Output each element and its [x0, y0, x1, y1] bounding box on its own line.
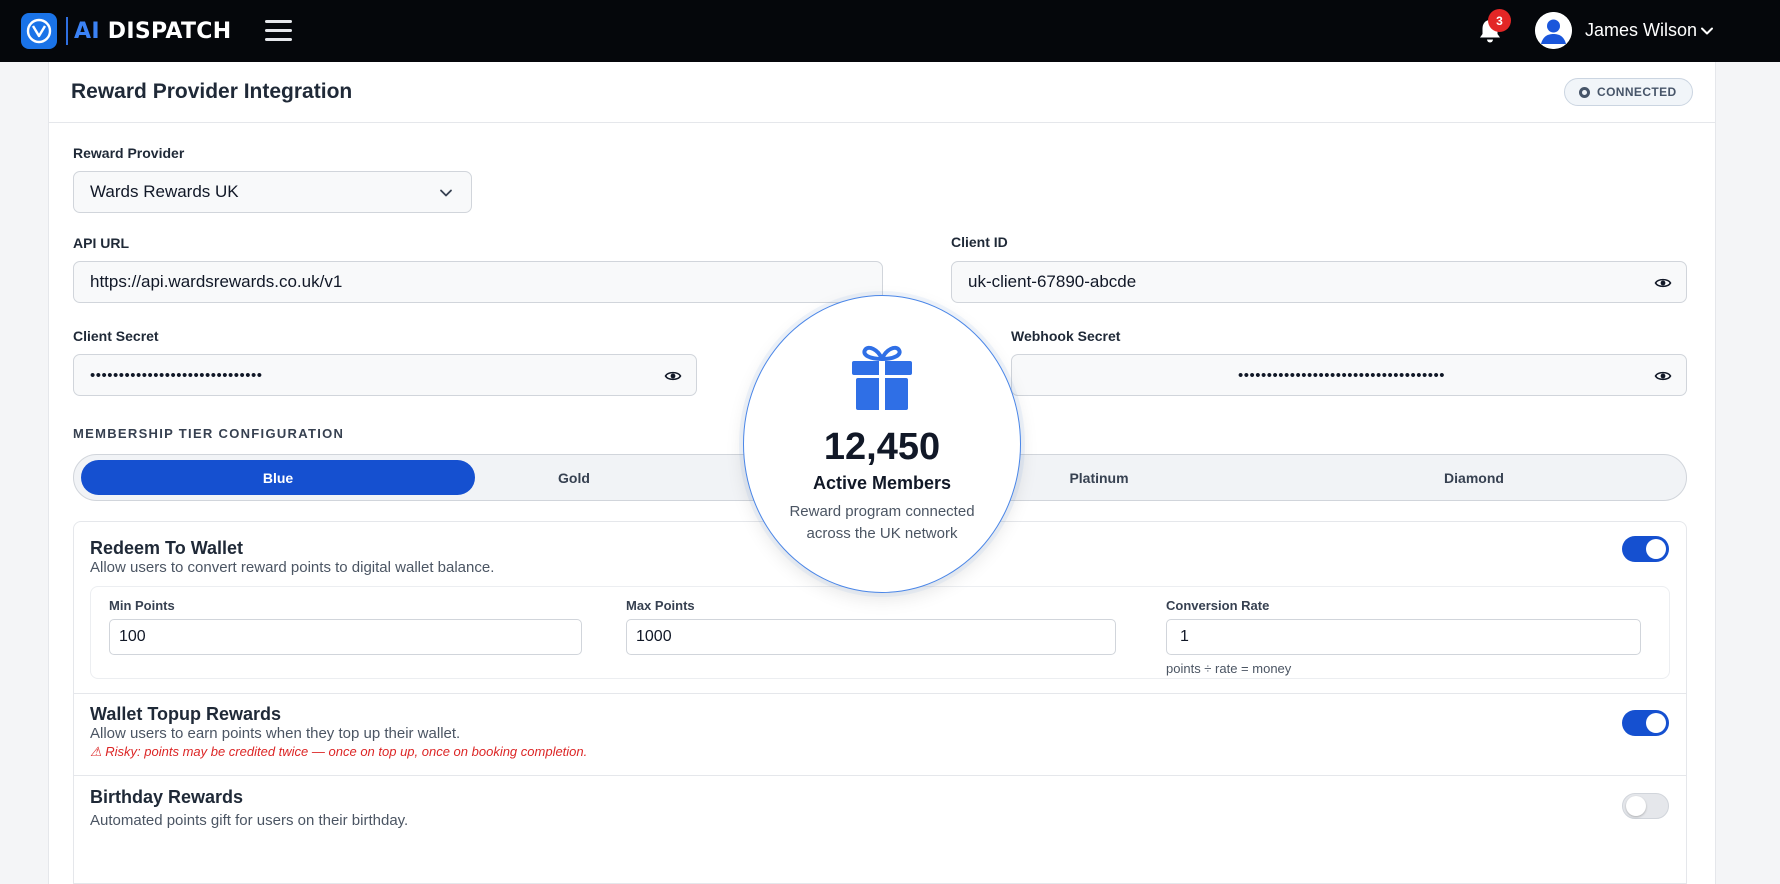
app-logo-icon[interactable] [21, 13, 57, 49]
connection-status-badge: CONNECTED [1564, 78, 1693, 106]
panel-header: Reward Provider Integration CONNECTED [49, 62, 1715, 123]
chevron-down-icon [440, 189, 452, 197]
membership-tier-section-label: MEMBERSHIP TIER CONFIGURATION [73, 426, 345, 441]
brand-ai: AI [74, 19, 100, 44]
active-members-subtitle-line-1: Reward program connected [789, 503, 975, 520]
brand-name[interactable]: AI DISPATCH [74, 19, 231, 44]
webhook-secret-label: Webhook Secret [1011, 328, 1121, 344]
client-id-value: uk-client-67890-abcde [968, 272, 1137, 291]
logo-divider [66, 17, 68, 45]
wallet-topup-warning: ⚠ Risky: points may be credited twice — … [90, 744, 588, 759]
active-members-overlay: 12,450 Active Members Reward program con… [743, 295, 1021, 593]
active-members-title: Active Members [812, 473, 952, 493]
brand-dispatch: DISPATCH [107, 19, 232, 44]
active-members-count: 12,450 [823, 426, 941, 468]
conversion-rate-help: points ÷ rate = money [1166, 661, 1292, 676]
user-avatar[interactable] [1535, 12, 1572, 49]
reward-provider-label: Reward Provider [73, 145, 185, 161]
min-points-label: Min Points [109, 598, 175, 613]
user-name[interactable]: James Wilson [1585, 20, 1698, 40]
user-menu-chevron-down-icon[interactable] [1700, 24, 1714, 38]
redeem-settings-subpanel: Min Points 100 Max Points 1000 Conversio… [90, 586, 1670, 679]
redeem-to-wallet-toggle[interactable] [1622, 536, 1669, 562]
reward-provider-select[interactable]: Wards Rewards UK [73, 171, 472, 213]
notification-count-badge: 3 [1488, 9, 1511, 32]
show-client-secret-eye-icon[interactable] [664, 367, 682, 385]
client-secret-value: •••••••••••••••••••••••••••••• [90, 366, 263, 384]
client-id-label: Client ID [951, 234, 1008, 250]
client-secret-label: Client Secret [73, 328, 159, 344]
wallet-topup-description: Allow users to earn points when they top… [90, 725, 461, 742]
min-points-input[interactable]: 100 [109, 619, 582, 655]
top-navigation-bar: AI DISPATCH 3 James Wilson [0, 0, 1780, 62]
birthday-rewards-toggle[interactable] [1622, 793, 1669, 819]
max-points-value: 1000 [636, 628, 672, 645]
max-points-input[interactable]: 1000 [626, 619, 1116, 655]
gift-icon [852, 345, 912, 410]
wallet-topup-title: Wallet Topup Rewards [90, 704, 282, 724]
client-id-input[interactable]: uk-client-67890-abcde [951, 261, 1687, 303]
reward-options-card: Redeem To Wallet Allow users to convert … [73, 521, 1687, 884]
webhook-secret-value: •••••••••••••••••••••••••••••••••••• [1238, 366, 1446, 384]
webhook-secret-input[interactable]: •••••••••••••••••••••••••••••••••••• [1011, 354, 1687, 396]
page-title: Reward Provider Integration [71, 80, 353, 103]
show-client-id-eye-icon[interactable] [1654, 274, 1672, 292]
birthday-rewards-title: Birthday Rewards [90, 787, 244, 807]
redeem-to-wallet-title: Redeem To Wallet [90, 538, 244, 558]
show-webhook-secret-eye-icon[interactable] [1654, 367, 1672, 385]
tier-tab-gold[interactable]: Gold [558, 469, 590, 486]
option-divider [74, 775, 1686, 776]
min-points-value: 100 [119, 628, 146, 645]
redeem-to-wallet-description: Allow users to convert reward points to … [90, 559, 495, 576]
max-points-label: Max Points [626, 598, 695, 613]
client-secret-input[interactable]: •••••••••••••••••••••••••••••• [73, 354, 697, 396]
conversion-rate-input[interactable]: 1 [1166, 619, 1641, 655]
conversion-rate-value: 1 [1180, 628, 1189, 645]
option-divider [74, 693, 1686, 694]
status-dot-icon [1579, 86, 1590, 98]
api-url-input[interactable]: https://api.wardsrewards.co.uk/v1 [73, 261, 883, 303]
conversion-rate-label: Conversion Rate [1166, 598, 1270, 613]
tier-tab-blue[interactable]: Blue [81, 460, 475, 495]
birthday-rewards-description: Automated points gift for users on their… [90, 812, 409, 829]
tier-tab-platinum[interactable]: Platinum [1069, 469, 1129, 486]
tier-tab-diamond[interactable]: Diamond [1444, 469, 1504, 486]
active-members-subtitle-line-2: across the UK network [806, 525, 958, 542]
active-members-subtitle: Reward program connected across the UK n… [744, 501, 1020, 545]
api-url-value: https://api.wardsrewards.co.uk/v1 [90, 272, 343, 291]
reward-provider-value: Wards Rewards UK [90, 182, 239, 201]
connection-status-text: CONNECTED [1597, 85, 1677, 99]
menu-toggle-icon[interactable] [265, 20, 292, 42]
api-url-label: API URL [73, 235, 129, 251]
wallet-topup-toggle[interactable] [1622, 710, 1669, 736]
